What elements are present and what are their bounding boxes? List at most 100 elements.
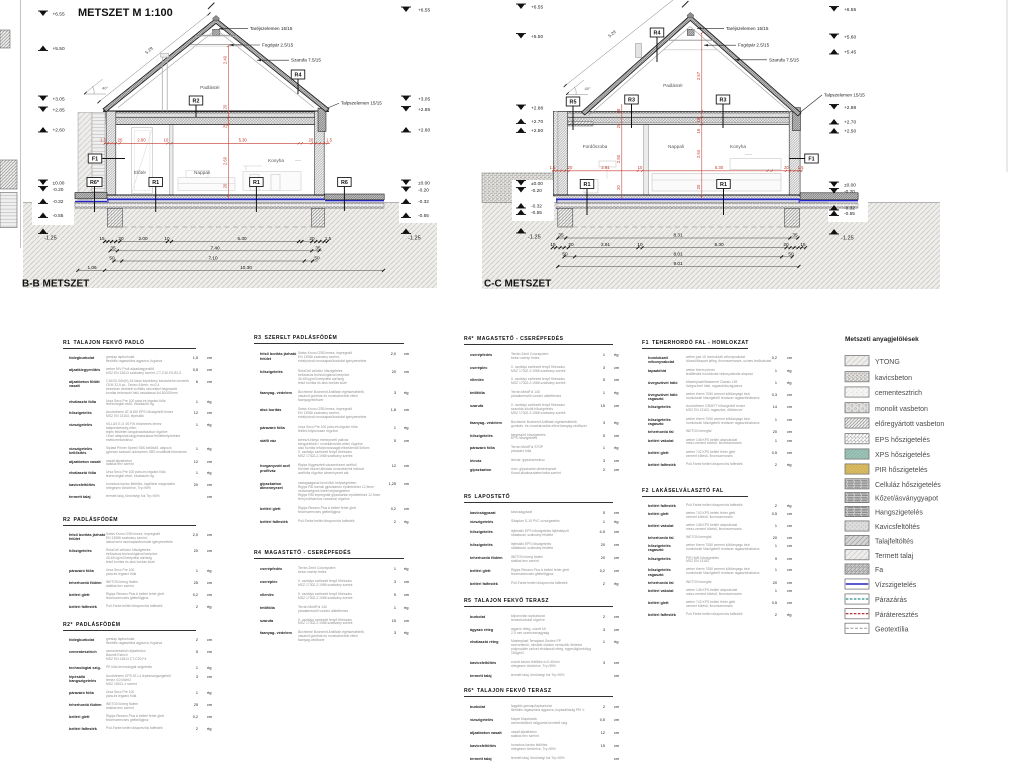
svg-text:+2.70: +2.70 [531,119,543,125]
svg-text:25: 25 [223,123,228,128]
svg-text:1.5: 1.5 [100,138,106,143]
svg-text:20: 20 [118,236,124,241]
svg-text:METSZET M 1:100: METSZET M 1:100 [78,7,173,19]
svg-text:1.5: 1.5 [798,165,804,170]
svg-text:20: 20 [309,236,315,241]
svg-text:+5.50: +5.50 [53,46,65,52]
svg-text:5.29: 5.29 [144,45,154,55]
svg-text:R4: R4 [654,30,661,36]
svg-text:7.10: 7.10 [208,256,218,261]
svg-text:Kavicsfeltöltés: Kavicsfeltöltés [875,524,920,531]
svg-text:-0.55: -0.55 [531,210,542,216]
svg-text:Geotextília: Geotextília [875,626,909,633]
svg-text:+2.88: +2.88 [844,105,856,111]
svg-text:35: 35 [558,233,564,238]
svg-text:50: 50 [788,251,794,256]
svg-text:+6.55: +6.55 [53,12,65,18]
svg-text:Kőzet/ásványgyapot: Kőzet/ásványgyapot [875,496,938,503]
svg-text:-1.25: -1.25 [44,236,57,242]
svg-text:Taréjszelemen 15/15: Taréjszelemen 15/15 [250,26,293,31]
svg-text:Celluláz hőszigetelés: Celluláz hőszigetelés [875,482,941,489]
svg-text:+3.05: +3.05 [53,97,65,103]
svg-text:-0.20: -0.20 [844,189,855,195]
svg-text:50: 50 [314,256,320,261]
svg-text:40°: 40° [102,86,108,91]
svg-text:5.30: 5.30 [715,165,724,170]
svg-text:15: 15 [800,242,806,247]
svg-text:R3: R3 [628,97,635,103]
svg-text:20: 20 [783,242,789,247]
svg-text:Fogópár 2.5/15: Fogópár 2.5/15 [262,43,294,48]
svg-text:-1.25: -1.25 [408,236,421,242]
svg-text:Vízszigetelés: Vízszigetelés [875,582,917,589]
svg-text:2.00: 2.00 [137,138,146,143]
svg-text:Fa: Fa [875,567,883,574]
svg-text:+2.88: +2.88 [531,106,543,112]
svg-text:Nappali: Nappali [194,170,210,175]
svg-text:-0.32: -0.32 [844,206,855,212]
svg-text:1.5: 1.5 [550,165,556,170]
svg-text:+2.50: +2.50 [531,128,543,134]
svg-text:Termett talaj: Termett talaj [875,553,914,560]
svg-text:20: 20 [616,123,621,128]
svg-text:Talpszelemen 15/15: Talpszelemen 15/15 [341,101,382,106]
svg-text:Páráteresztés: Páráteresztés [875,612,919,619]
svg-text:+2.70: +2.70 [844,120,856,126]
svg-text:-0.55: -0.55 [53,213,64,219]
svg-text:5.30: 5.30 [237,236,247,241]
svg-text:2.91: 2.91 [601,165,610,170]
svg-text:10: 10 [164,138,169,143]
svg-text:YTONG: YTONG [875,359,900,366]
svg-text:Talpszelemen 15/15: Talpszelemen 15/15 [824,93,865,98]
svg-text:-0.32: -0.32 [531,204,542,210]
svg-text:-0.20: -0.20 [531,188,542,194]
svg-text:1.5: 1.5 [326,138,332,143]
svg-text:±0.00: ±0.00 [531,181,543,187]
svg-text:-0.32: -0.32 [53,199,64,205]
svg-text:PIR hőszigetelés: PIR hőszigetelés [875,467,928,474]
svg-text:35: 35 [315,245,321,250]
svg-text:18: 18 [696,117,701,122]
svg-text:Szarufa 7.5/15: Szarufa 7.5/15 [291,58,321,63]
svg-text:20: 20 [223,104,228,109]
svg-text:7.40: 7.40 [210,245,220,250]
svg-text:+2.60: +2.60 [53,128,65,134]
svg-text:+3.05: +3.05 [418,97,430,103]
svg-text:B-B METSZET: B-B METSZET [22,279,89,290]
svg-text:monolit vasbeton: monolit vasbeton [875,406,928,413]
svg-text:-0.55: -0.55 [418,213,429,219]
svg-text:R6*: R6* [90,180,100,186]
svg-text:+2.50: +2.50 [844,129,856,135]
svg-text:+6.55: +6.55 [844,7,856,13]
svg-text:Metszeti anyagjelölések: Metszeti anyagjelölések [845,336,919,343]
svg-text:Padlástér: Padlástér [200,85,220,90]
svg-text:18: 18 [616,108,621,113]
svg-text:5.30: 5.30 [714,242,724,247]
svg-text:Padlástér: Padlástér [663,83,683,88]
svg-text:20: 20 [309,138,314,143]
svg-text:R2: R2 [193,98,200,104]
svg-text:8.01: 8.01 [673,251,683,256]
svg-text:±0.00: ±0.00 [844,183,856,189]
svg-text:-1.25: -1.25 [841,236,854,242]
svg-text:R1: R1 [584,182,591,188]
svg-text:15: 15 [550,242,556,247]
svg-text:35: 35 [110,245,116,250]
svg-text:C-C METSZET: C-C METSZET [484,279,551,290]
svg-text:40°: 40° [585,86,591,91]
svg-text:15: 15 [99,236,105,241]
svg-text:20: 20 [223,183,228,188]
svg-text:Taréjszelemen 15/15: Taréjszelemen 15/15 [726,26,769,31]
svg-text:1.06: 1.06 [87,265,97,270]
svg-text:R3: R3 [720,97,727,103]
svg-text:±0.00: ±0.00 [418,181,430,187]
svg-text:-1.25: -1.25 [528,235,541,241]
svg-text:2.57: 2.57 [696,71,701,80]
svg-text:2.00: 2.00 [138,236,148,241]
svg-text:Nappali: Nappali [668,144,684,149]
svg-text:1.5: 1.5 [325,236,332,241]
svg-text:Konyha: Konyha [268,158,284,163]
svg-text:+5.50: +5.50 [531,34,543,40]
svg-text:-0.55: -0.55 [844,211,855,217]
svg-text:±0.00: ±0.00 [53,181,65,187]
